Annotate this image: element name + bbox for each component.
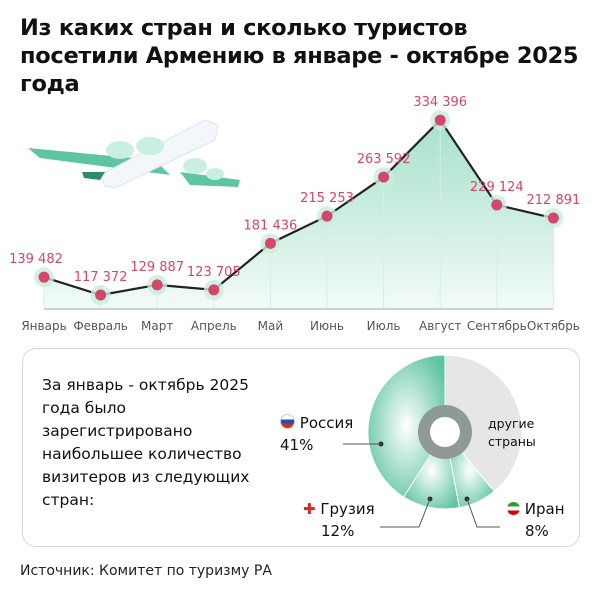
data-point	[547, 212, 559, 224]
data-point	[208, 284, 220, 296]
georgia-percent: 12%	[321, 522, 355, 540]
data-label: 181 436	[244, 218, 298, 233]
x-tick-label: Июнь	[310, 319, 344, 333]
data-point	[378, 171, 390, 183]
data-point	[151, 279, 163, 291]
other-line2: страны	[488, 434, 536, 449]
label-georgia: ✚ Грузия 12%	[303, 498, 375, 542]
x-tick-label: Март	[141, 319, 173, 333]
slice-3	[367, 354, 446, 498]
data-point	[264, 237, 276, 249]
x-tick-label: Май	[258, 319, 284, 333]
iran-flag-icon	[507, 502, 520, 515]
area-fill	[44, 120, 554, 309]
data-label: 229 124	[470, 180, 524, 195]
data-label: 123 705	[187, 265, 241, 280]
other-line1: другие	[488, 416, 535, 431]
chart-title: Из каких стран и сколько туристов посети…	[20, 15, 579, 97]
data-label: 139 482	[9, 252, 63, 267]
data-label: 212 891	[527, 193, 581, 208]
label-iran: Иран 8%	[507, 498, 565, 542]
russia-percent: 41%	[280, 436, 314, 454]
iran-name: Иран	[524, 500, 565, 518]
label-russia: Россия 41%	[280, 412, 353, 456]
data-point	[434, 114, 446, 126]
data-point	[491, 199, 503, 211]
label-other: другие страны	[488, 415, 536, 451]
data-label: 334 396	[413, 95, 467, 110]
russia-name: Россия	[299, 414, 354, 432]
line-chart: 139 482 Январь 117 372 Февраль 129 887 Март 12…	[9, 95, 581, 333]
source-note: Источник: Комитет по туризму РА	[20, 563, 272, 579]
x-tick-label: Июль	[367, 319, 401, 333]
x-tick-label: Сентябрь	[467, 319, 527, 333]
airplane-illustration	[28, 119, 240, 189]
data-point	[38, 271, 50, 283]
georgia-flag-icon: ✚	[303, 500, 316, 518]
data-label: 117 372	[74, 270, 128, 285]
x-tick-label: Февраль	[73, 319, 128, 333]
x-tick-label: Август	[419, 319, 461, 333]
georgia-name: Грузия	[320, 500, 375, 518]
countries-panel	[22, 348, 580, 547]
leader-line	[380, 498, 431, 528]
series-line	[43, 118, 554, 297]
slice-0	[444, 354, 523, 493]
leader-line	[466, 498, 500, 528]
data-point	[321, 210, 333, 222]
x-tick-label: Апрель	[191, 319, 237, 333]
intro-text: За январь - октябрь 2025 года было зарег…	[42, 376, 250, 509]
x-tick-label: Октябрь	[527, 319, 580, 333]
data-label: 129 887	[130, 260, 184, 275]
iran-percent: 8%	[525, 522, 549, 540]
russia-flag-icon	[280, 414, 295, 429]
data-label: 215 253	[300, 191, 354, 206]
data-point	[95, 289, 107, 301]
donut-hole	[430, 417, 460, 447]
data-label: 263 592	[357, 152, 411, 167]
x-tick-label: Январь	[21, 319, 66, 333]
